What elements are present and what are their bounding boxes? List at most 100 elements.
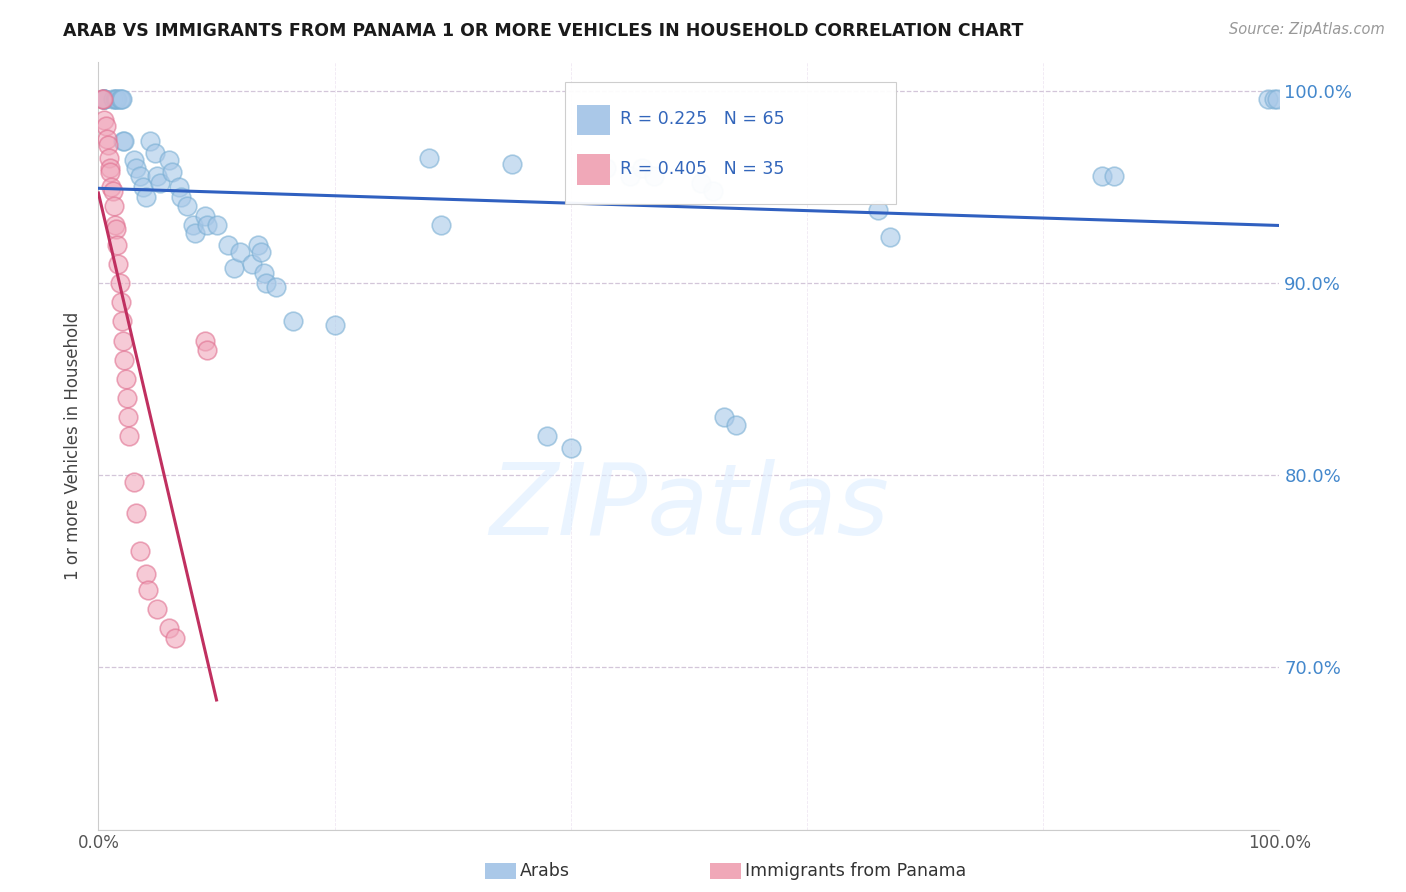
Point: [105, 92, 128, 106]
Point: [176, 199, 198, 213]
Point: [560, 441, 582, 455]
Point: [195, 343, 218, 357]
Point: [111, 92, 134, 106]
Point: [1263, 92, 1285, 106]
Point: [100, 180, 122, 194]
Point: [132, 180, 155, 194]
Text: ZIPatlas: ZIPatlas: [489, 458, 889, 556]
Point: [160, 165, 183, 179]
Point: [254, 276, 277, 290]
Point: [117, 410, 139, 425]
Point: [240, 257, 263, 271]
FancyBboxPatch shape: [576, 154, 610, 186]
Text: R = 0.225   N = 65: R = 0.225 N = 65: [620, 111, 785, 128]
Point: [1102, 169, 1125, 183]
Point: [115, 391, 138, 405]
Point: [98, 165, 121, 179]
Point: [430, 219, 453, 233]
Point: [108, 276, 131, 290]
Point: [118, 429, 141, 443]
Point: [595, 161, 617, 175]
Point: [93, 92, 115, 106]
Point: [143, 145, 166, 160]
Point: [122, 153, 145, 168]
Point: [139, 134, 162, 148]
Point: [93, 112, 115, 127]
Point: [128, 544, 150, 558]
Point: [101, 92, 124, 106]
Point: [135, 189, 157, 203]
Point: [195, 219, 218, 233]
Point: [128, 169, 150, 183]
Point: [702, 184, 724, 198]
Point: [93, 92, 115, 106]
Point: [91, 92, 114, 106]
Point: [1257, 92, 1279, 106]
Point: [253, 266, 276, 280]
Point: [224, 260, 246, 275]
Point: [283, 314, 305, 328]
Point: [1091, 169, 1114, 183]
Point: [136, 582, 159, 597]
Y-axis label: 1 or more Vehicles in Household: 1 or more Vehicles in Household: [65, 312, 83, 580]
Point: [105, 222, 128, 236]
Point: [205, 219, 228, 233]
Point: [170, 189, 193, 203]
Point: [98, 161, 121, 175]
Point: [149, 176, 172, 190]
Point: [104, 92, 127, 106]
Point: [643, 169, 665, 183]
Point: [323, 318, 346, 333]
Point: [246, 237, 269, 252]
Point: [91, 92, 114, 106]
Text: Arabs: Arabs: [520, 862, 571, 880]
Point: [103, 199, 125, 213]
Point: [98, 151, 121, 165]
Point: [146, 602, 169, 616]
Point: [101, 184, 124, 198]
Point: [181, 219, 204, 233]
Point: [112, 334, 135, 348]
Point: [229, 245, 252, 260]
Point: [501, 157, 523, 171]
Text: Source: ZipAtlas.com: Source: ZipAtlas.com: [1229, 22, 1385, 37]
Point: [619, 169, 641, 183]
Point: [105, 237, 128, 252]
Point: [536, 429, 558, 443]
Point: [146, 169, 169, 183]
Point: [96, 132, 118, 146]
Point: [713, 410, 735, 425]
FancyBboxPatch shape: [565, 81, 896, 204]
Point: [114, 372, 136, 386]
Text: ARAB VS IMMIGRANTS FROM PANAMA 1 OR MORE VEHICLES IN HOUSEHOLD CORRELATION CHART: ARAB VS IMMIGRANTS FROM PANAMA 1 OR MORE…: [63, 22, 1024, 40]
Point: [122, 475, 145, 490]
Point: [165, 631, 187, 645]
Point: [108, 92, 131, 106]
Point: [111, 314, 134, 328]
Point: [110, 295, 132, 310]
Point: [157, 621, 180, 635]
Point: [112, 352, 135, 367]
Point: [194, 209, 217, 223]
Point: [264, 280, 287, 294]
Point: [689, 176, 711, 190]
Point: [107, 257, 129, 271]
Point: [630, 161, 652, 175]
Point: [125, 506, 148, 520]
Point: [879, 230, 901, 244]
FancyBboxPatch shape: [576, 104, 610, 136]
Point: [104, 219, 127, 233]
Point: [112, 134, 135, 148]
Text: Immigrants from Panama: Immigrants from Panama: [745, 862, 966, 880]
Point: [418, 151, 440, 165]
Point: [184, 226, 207, 240]
Point: [194, 334, 217, 348]
Point: [112, 134, 135, 148]
Text: R = 0.405   N = 35: R = 0.405 N = 35: [620, 160, 785, 178]
Point: [93, 92, 115, 106]
Point: [250, 245, 273, 260]
Point: [135, 567, 157, 582]
Point: [97, 137, 120, 152]
Point: [93, 92, 115, 106]
Point: [125, 161, 148, 175]
